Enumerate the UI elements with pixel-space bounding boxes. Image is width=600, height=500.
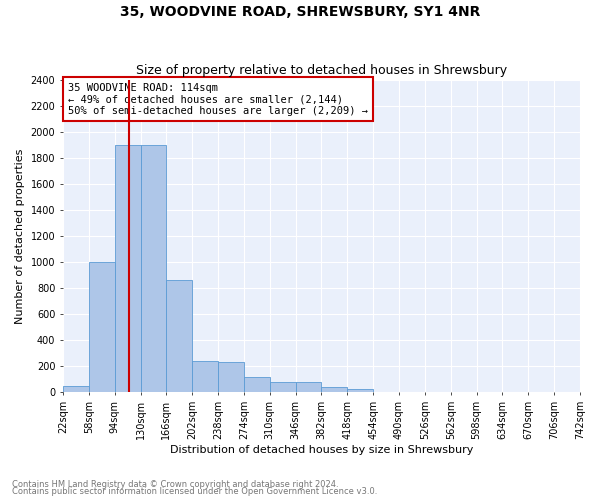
- Bar: [63, 386, 89, 392]
- Bar: [270, 382, 296, 392]
- Bar: [218, 362, 244, 392]
- X-axis label: Distribution of detached houses by size in Shrewsbury: Distribution of detached houses by size …: [170, 445, 473, 455]
- Bar: [296, 382, 322, 392]
- Bar: [322, 387, 347, 392]
- Bar: [89, 262, 115, 392]
- Bar: [347, 388, 373, 392]
- Bar: [166, 280, 192, 392]
- Bar: [140, 144, 166, 392]
- Bar: [192, 361, 218, 392]
- Text: Contains public sector information licensed under the Open Government Licence v3: Contains public sector information licen…: [12, 487, 377, 496]
- Title: Size of property relative to detached houses in Shrewsbury: Size of property relative to detached ho…: [136, 64, 507, 77]
- Bar: [244, 377, 270, 392]
- Y-axis label: Number of detached properties: Number of detached properties: [15, 148, 25, 324]
- Text: 35 WOODVINE ROAD: 114sqm
← 49% of detached houses are smaller (2,144)
50% of sem: 35 WOODVINE ROAD: 114sqm ← 49% of detach…: [68, 82, 368, 116]
- Bar: [115, 144, 140, 392]
- Text: 35, WOODVINE ROAD, SHREWSBURY, SY1 4NR: 35, WOODVINE ROAD, SHREWSBURY, SY1 4NR: [120, 5, 480, 19]
- Text: Contains HM Land Registry data © Crown copyright and database right 2024.: Contains HM Land Registry data © Crown c…: [12, 480, 338, 489]
